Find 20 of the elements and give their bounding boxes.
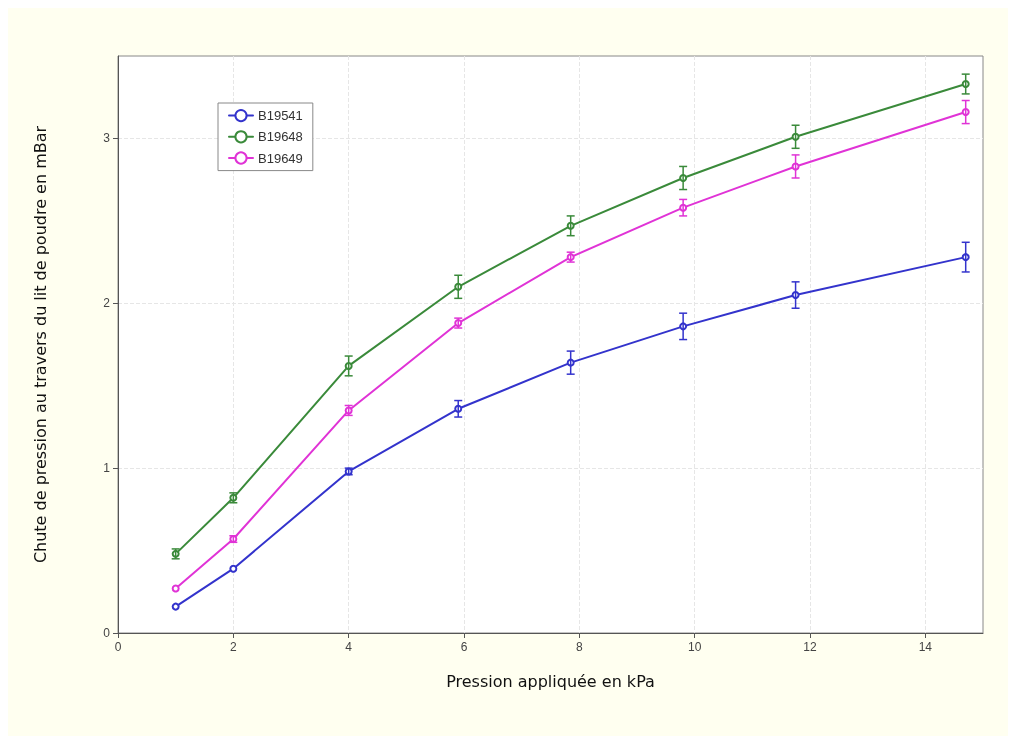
y-tick-label: 3	[103, 131, 111, 146]
y-tick-label: 0	[103, 626, 111, 640]
legend-label: B19648	[258, 129, 303, 145]
x-tick-label: 2	[229, 640, 237, 654]
x-tick-label: 0	[114, 640, 122, 654]
y-axis-title: Chute de pression au travers du lit de poudre en mBar	[30, 125, 50, 564]
x-tick-label: 14	[918, 640, 933, 654]
x-tick-label: 8	[575, 640, 583, 654]
y-tick-label: 1	[103, 461, 111, 476]
y-tick-label: 2	[103, 296, 111, 311]
point	[171, 602, 180, 611]
x-axis-title: Pression appliquée en kPa	[446, 671, 655, 691]
x-tick-label: 10	[687, 640, 702, 654]
x-tick-label: 12	[803, 640, 817, 654]
legend-label: B19649	[258, 150, 303, 166]
x-tick-label: 6	[460, 640, 468, 654]
legend-label: B19541	[258, 108, 303, 124]
point	[171, 584, 180, 593]
x-tick-label: 4	[345, 640, 353, 654]
point	[229, 564, 238, 573]
